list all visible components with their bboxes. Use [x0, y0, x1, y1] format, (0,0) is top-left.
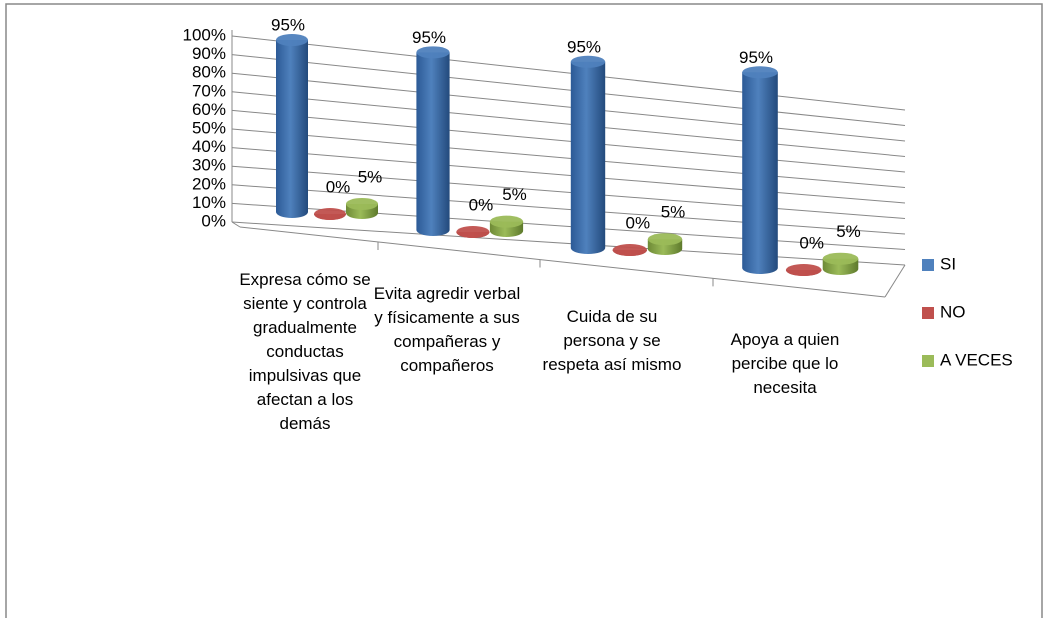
value-label: 0%: [626, 213, 651, 232]
cylinder-body: [570, 61, 606, 255]
y-tick-label: 60%: [192, 100, 226, 119]
chart-frame: [5, 3, 1043, 618]
grid-line: [231, 109, 906, 173]
y-tick-label: 40%: [192, 137, 226, 156]
y-tick-label: 0%: [201, 211, 226, 230]
value-label: 5%: [502, 185, 527, 204]
value-label: 95%: [412, 28, 446, 47]
cylinder-top: [785, 264, 822, 276]
grid-line: [231, 147, 906, 204]
cylinder: [612, 244, 647, 256]
grid-line: [231, 184, 906, 235]
y-tick-label: 100%: [183, 25, 226, 44]
cylinder-top: [570, 55, 606, 68]
floor-edge: [239, 226, 886, 298]
cylinder: [822, 252, 859, 275]
cylinder-top: [612, 244, 647, 256]
floor-edge: [231, 221, 241, 228]
grid-line: [231, 72, 906, 142]
cylinder: [456, 226, 490, 238]
cylinder-top: [742, 66, 778, 79]
y-tick-label: 30%: [192, 156, 226, 175]
legend-label: A VECES: [940, 350, 1013, 369]
cylinder-body: [742, 72, 778, 274]
value-label: 95%: [567, 37, 601, 56]
legend-swatch: [922, 307, 934, 319]
cylinder-top: [489, 215, 524, 228]
grid-line: [231, 202, 906, 250]
value-label: 0%: [799, 233, 824, 252]
legend-swatch: [922, 259, 934, 271]
cylinder-top: [647, 233, 683, 246]
cylinder-top: [822, 252, 859, 265]
value-label: 5%: [358, 167, 383, 186]
cylinder: [647, 233, 683, 256]
cylinder: [742, 66, 778, 274]
cylinder-top: [456, 226, 490, 238]
x-tick-label: Apoya a quien percibe que lo necesita: [730, 330, 840, 397]
cylinder: [416, 46, 450, 236]
grid-line: [231, 128, 906, 188]
y-tick-label: 80%: [192, 63, 226, 82]
cylinder: [785, 264, 822, 276]
cylinder: [489, 215, 524, 237]
value-label: 95%: [739, 48, 773, 67]
cylinder-top: [314, 208, 346, 220]
y-tick-label: 90%: [192, 44, 226, 63]
cylinder-top: [276, 34, 308, 47]
cylinder: [314, 208, 346, 220]
cylinder: [346, 197, 378, 219]
value-label: 0%: [326, 177, 351, 196]
legend-swatch: [922, 355, 934, 367]
floor-edge: [884, 264, 906, 298]
y-tick-label: 50%: [192, 118, 226, 137]
x-tick-label: Expresa cómo se siente y controla gradua…: [239, 270, 371, 433]
cylinder: [276, 34, 308, 218]
value-label: 95%: [271, 16, 305, 35]
grid-line: [231, 91, 906, 157]
x-tick-label: Cuida de su persona y se respeta así mis…: [542, 307, 682, 374]
y-tick-label: 10%: [192, 193, 226, 212]
legend-label: SI: [940, 254, 956, 273]
grid-line: [231, 35, 906, 111]
cylinder-body: [416, 52, 450, 236]
value-label: 5%: [836, 222, 861, 241]
y-tick-label: 70%: [192, 81, 226, 100]
value-label: 5%: [661, 203, 686, 222]
cylinder: [570, 55, 606, 255]
y-tick-label: 20%: [192, 174, 226, 193]
grid-line: [231, 54, 906, 126]
cylinder-top: [416, 46, 450, 59]
grid-line: [231, 165, 906, 219]
x-tick-label: Evita agredir verbal y físicamente a sus…: [373, 284, 521, 375]
legend-label: NO: [940, 302, 966, 321]
cylinder-body: [276, 40, 308, 218]
cylinder-top: [346, 197, 378, 210]
grid-line: [231, 221, 906, 266]
value-label: 0%: [469, 195, 494, 214]
